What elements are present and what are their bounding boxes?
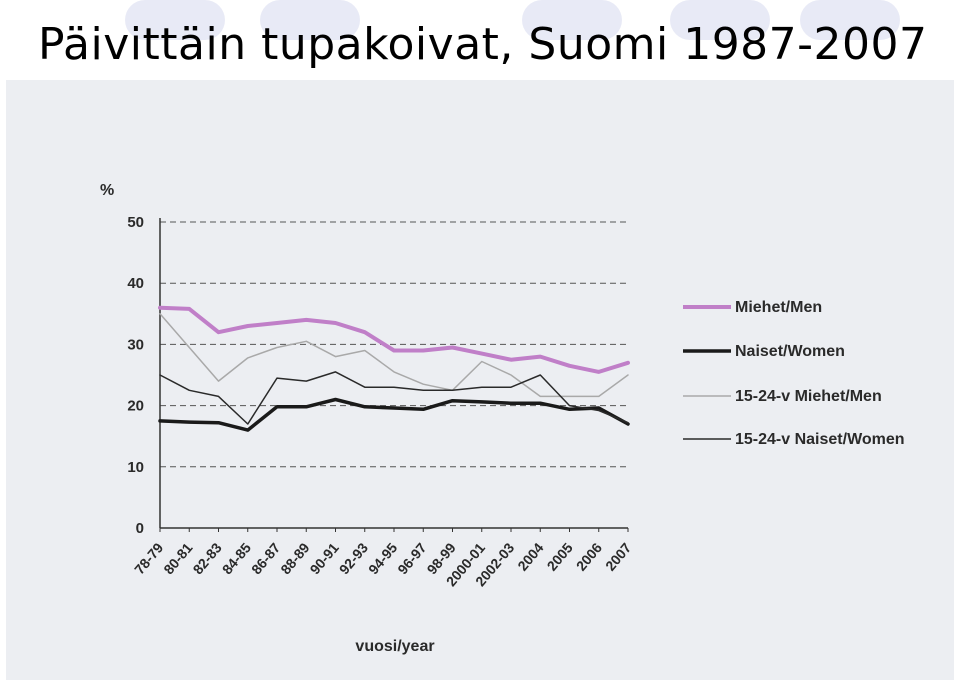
x-tick-label: 84-85: [219, 539, 254, 577]
legend-label: Naiset/Women: [735, 343, 845, 360]
x-tick-label: 2006: [573, 539, 605, 573]
series-line: [159, 371, 629, 425]
series-lines: [158, 305, 630, 432]
y-axis-label: %: [100, 182, 114, 199]
x-tick-label: 92-93: [336, 539, 371, 577]
decorative-bubble: [800, 0, 900, 40]
x-tick-label: 90-91: [307, 539, 342, 577]
x-tick-label: 78-79: [131, 539, 166, 577]
x-tick-label: 94-95: [365, 539, 400, 577]
legend-label: Miehet/Men: [735, 299, 822, 316]
scanned-chart-area: [6, 80, 954, 680]
decorative-bubble: [670, 0, 770, 40]
legend-label: 15-24-v Naiset/Women: [735, 431, 905, 448]
x-axis-label: vuosi/year: [355, 638, 434, 655]
x-tick-label: 80-81: [160, 539, 195, 577]
y-tick-label: 40: [127, 275, 144, 292]
series-line: [158, 305, 630, 374]
x-tick-labels: 78-7980-8182-8384-8586-8788-8990-9192-93…: [131, 539, 634, 589]
x-tick-label: 82-83: [190, 539, 225, 577]
y-tick-label: 10: [127, 459, 144, 476]
axes: [159, 218, 629, 532]
x-tick-label: 86-87: [248, 539, 283, 577]
slide-title: Päivittäin tupakoivat, Suomi 1987-2007: [38, 19, 928, 70]
x-tick-label: 88-89: [277, 539, 312, 577]
y-tick-label: 20: [127, 398, 144, 415]
grid-lines: [160, 221, 628, 468]
x-tick-label: 2007: [602, 539, 634, 573]
decorative-bubble: [125, 0, 225, 40]
y-tick-labels: 0 10 20 30 40 50: [127, 214, 144, 537]
x-tick-label: 2004: [514, 539, 546, 573]
series-line: [159, 313, 629, 398]
x-tick-label: 96-97: [394, 539, 429, 577]
y-tick-label: 30: [127, 336, 144, 353]
decorative-bubble: [260, 0, 360, 40]
legend: Miehet/Men Naiset/Women 15-24-v Miehet/Men…: [683, 299, 905, 448]
legend-label: 15-24-v Miehet/Men: [735, 388, 882, 405]
series-line: [158, 397, 630, 432]
y-tick-label: 50: [127, 214, 144, 231]
x-tick-label: 2005: [544, 539, 576, 573]
y-tick-label: 0: [136, 520, 144, 537]
decorative-bubble: [522, 0, 622, 40]
